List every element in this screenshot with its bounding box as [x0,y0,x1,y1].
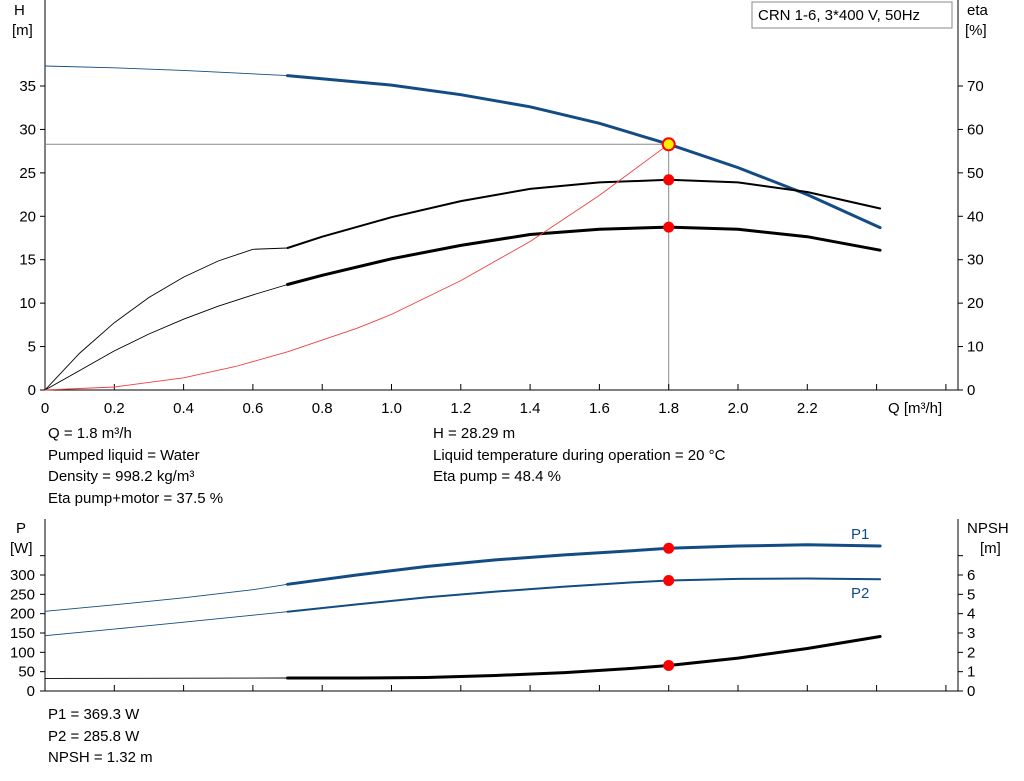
bottom-left-axis-symbol: P [16,520,26,537]
bottom-right-y-tick-label: 6 [967,567,975,584]
top-x-tick-label: 1.4 [520,400,541,417]
series-label-p1: P1 [851,526,869,543]
info-eta-pump: Eta pump = 48.4 % [433,468,561,485]
top-x-tick-label: 1.6 [589,400,610,417]
top-left-y-tick-label: 10 [19,295,36,312]
top-x-tick-label: 0.6 [242,400,263,417]
bottom-right-y-tick-label: 0 [967,683,975,700]
info-pumped-liquid: Pumped liquid = Water [48,447,200,464]
duty-point-marker [661,137,676,152]
bottom-left-y-tick-label: 250 [10,586,35,603]
top-title-box: CRN 1-6, 3*400 V, 50Hz [751,1,953,29]
head-curve [286,74,882,230]
top-series [44,65,882,391]
info-head: H = 28.29 m [433,425,515,442]
bottom-left-y-tick-label: 50 [18,664,35,681]
top-x-tick-label: 2.2 [797,400,818,417]
top-chart: CRN 1-6, 3*400 V, 50Hz H [m] eta [%] Q [… [12,0,989,417]
eta-pump-motor-operating-point [663,221,675,233]
eta-pump-operating-point [663,174,675,186]
top-left-y-tick-label: 25 [19,165,36,182]
top-right-y-tick-label: 20 [967,295,984,312]
p2-curve [286,577,882,613]
eta-pump-motor-curve-extrapolated [44,284,288,391]
info-p2: P2 = 285.8 W [48,728,140,745]
bottom-left-y-tick-label: 100 [10,644,35,661]
top-left-y-tick-label: 20 [19,208,36,225]
p1-curve-extrapolated [44,583,288,612]
bottom-operating-points [663,542,675,671]
top-x-tick-label: 0.4 [173,400,194,417]
eta-pump-curve-extrapolated [44,247,288,391]
system-curve [44,143,669,391]
top-right-y-tick-label: 70 [967,78,984,95]
top-right-y-tick-label: 30 [967,252,984,269]
top-right-y-tick-label: 0 [967,382,975,399]
bottom-right-y-tick-label: 1 [967,664,975,681]
bottom-left-y-tick-label: 0 [27,683,35,700]
top-left-y-tick-label: 0 [28,382,36,399]
top-left-y-tick-label: 35 [19,78,36,95]
top-x-tick-label: 1.0 [381,400,402,417]
top-x-tick-label: 0.8 [312,400,333,417]
bottom-series [44,543,882,680]
bottom-chart: P [W] NPSH [m] P1 P2 0501001502002503000… [10,519,1009,700]
p1-operating-point [663,542,675,554]
bottom-axes [44,519,959,692]
top-right-axis-unit: [%] [965,22,987,39]
top-ticks: 0 0.2 0.4 0.6 0.8 1.0 1.2 1.4 1.6 1.8 2.0 2.2 0 5 10 15… [19,78,983,417]
p2-curve-extrapolated [44,611,288,637]
p1-curve [286,543,882,586]
top-left-axis-symbol: H [14,2,25,19]
top-x-axis-label: Q [m³/h] [888,400,942,417]
series-label-p2: P2 [851,585,869,602]
npsh-operating-point [663,659,675,671]
top-left-y-tick-label: 30 [19,121,36,138]
info-eta-pump-motor: Eta pump+motor = 37.5 % [48,490,223,507]
p2-operating-point [663,574,675,586]
eta-pump-motor-curve [286,225,882,286]
bottom-left-y-tick-label: 150 [10,625,35,642]
info-p1: P1 = 369.3 W [48,706,140,723]
bottom-left-y-tick-label: 200 [10,606,35,623]
bottom-right-y-tick-label: 5 [967,586,975,603]
top-x-tick-label: 1.8 [658,400,679,417]
top-operating-points [661,137,676,233]
info-liquid-temperature: Liquid temperature during operation = 20… [433,447,726,464]
info-npsh: NPSH = 1.32 m [48,749,153,766]
bottom-left-y-tick-label: 300 [10,567,35,584]
top-left-axis-unit: [m] [12,22,33,39]
top-x-tick-label: 2.0 [728,400,749,417]
bottom-ticks: 0 50 100 150 200 250 300 0 1 2 3 4 5 6 [10,555,975,700]
bottom-right-y-tick-label: 4 [967,606,975,623]
bottom-right-axis-unit: [m] [980,540,1001,557]
info-flow: Q = 1.8 m³/h [48,425,132,442]
bottom-left-axis-unit: [W] [10,540,33,557]
bottom-right-y-tick-label: 3 [967,625,975,642]
head-curve-extrapolated [44,65,288,77]
bottom-right-y-tick-label: 2 [967,644,975,661]
top-chart-title: CRN 1-6, 3*400 V, 50Hz [758,7,920,24]
top-right-axis-symbol: eta [967,2,989,19]
bottom-right-axis-symbol: NPSH [967,520,1009,537]
top-right-y-tick-label: 40 [967,208,984,225]
top-info-block: Q = 1.8 m³/h Pumped liquid = Water Densi… [48,425,726,507]
top-x-tick-label: 0.2 [104,400,125,417]
top-left-y-tick-label: 15 [19,252,36,269]
top-right-y-tick-label: 10 [967,339,984,356]
top-right-y-tick-label: 60 [967,121,984,138]
info-density: Density = 998.2 kg/m³ [48,468,194,485]
bottom-info-block: P1 = 369.3 W P2 = 285.8 W NPSH = 1.32 m [48,706,153,766]
npsh-curve [286,635,882,680]
top-x-tick-label: 1.2 [450,400,471,417]
eta-pump-curve [286,178,882,249]
top-left-y-tick-label: 5 [28,339,36,356]
top-right-y-tick-label: 50 [967,165,984,182]
top-x-tick-label: 0 [41,400,49,417]
